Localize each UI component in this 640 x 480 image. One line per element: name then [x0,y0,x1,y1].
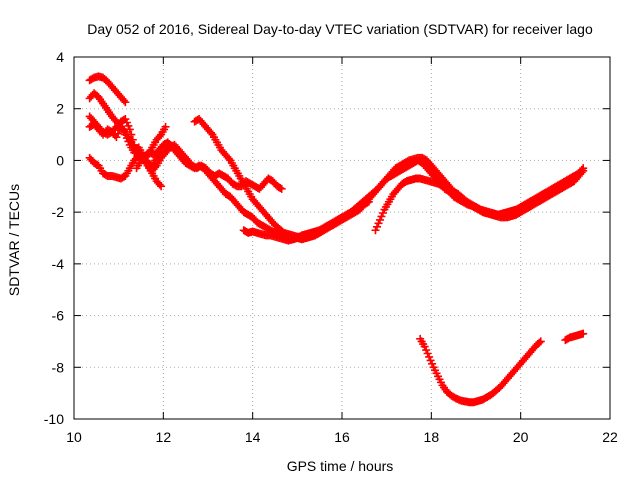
series-arc-10 [416,334,545,407]
data-point [512,207,521,216]
y-axis-label: SDTVAR / TECUs [6,184,22,296]
data-points [85,72,588,407]
data-point [579,164,588,173]
y-tick-label: 2 [56,101,64,117]
y-tick-label: -8 [52,359,65,375]
data-point [155,180,164,189]
y-tick-label: -2 [52,204,65,220]
data-point [277,184,286,193]
chart-title: Day 052 of 2016, Sidereal Day-to-day VTE… [87,21,593,37]
data-point [119,96,128,105]
x-axis-label: GPS time / hours [287,458,394,474]
data-point [514,206,523,215]
data-point [364,197,373,206]
y-tick-label: -6 [52,308,65,324]
data-point [536,337,545,346]
x-tick-label: 20 [513,429,529,445]
data-point [128,135,137,144]
y-tick-label: -10 [44,411,64,427]
x-tick-label: 22 [602,429,618,445]
data-point [579,329,588,338]
series-arc-11 [561,329,588,345]
series-arc-8 [239,197,373,245]
x-tick-label: 18 [424,429,440,445]
y-tick-label: -4 [52,256,65,272]
x-tick-label: 12 [156,429,172,445]
data-point [224,154,233,163]
grid-lines [74,57,610,419]
data-point [363,198,372,207]
x-tick-label: 16 [334,429,350,445]
series-arc-9 [371,174,523,235]
y-tick-label: 0 [56,152,64,168]
y-tick-label: 4 [56,49,64,65]
data-point [161,122,170,131]
x-tick-label: 10 [66,429,82,445]
x-tick-labels: 10 12 14 16 18 20 22 [66,429,618,445]
data-point [577,165,586,174]
data-point [151,163,160,172]
x-tick-label: 14 [245,429,261,445]
plot-frame [73,56,611,420]
data-point [535,338,544,347]
data-point [276,184,285,193]
y-tick-labels: 4 2 0 -2 -4 -6 -8 -10 [44,49,64,427]
data-point [121,98,130,107]
data-point [157,182,166,191]
data-point [206,128,215,137]
data-point [125,125,134,134]
data-point [155,132,164,141]
series-arc-1 [85,72,130,107]
